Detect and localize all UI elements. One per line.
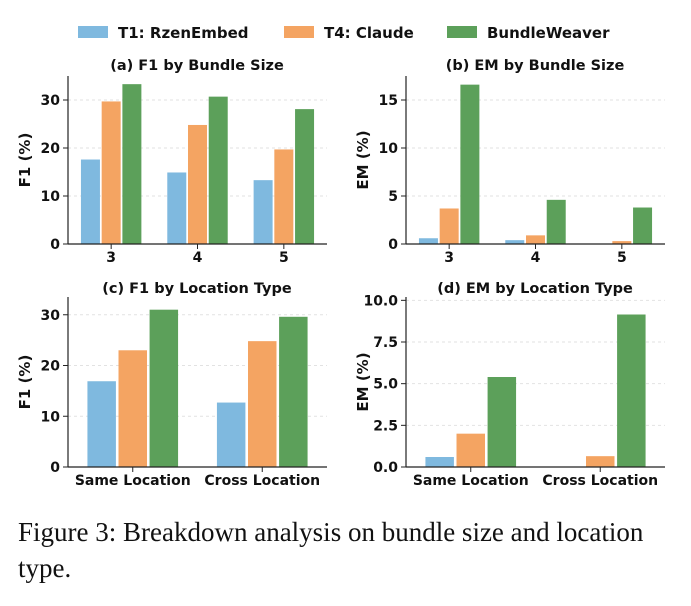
y-tick-label: 0.0 bbox=[373, 460, 398, 476]
bar-b-2-3 bbox=[546, 199, 566, 244]
legend-swatch-3 bbox=[447, 26, 477, 38]
panel-title-d: (d) EM by Location Type bbox=[437, 281, 633, 297]
legend: T1: RzenEmbed T4: Claude BundleWeaver bbox=[78, 24, 610, 42]
x-tick-label: 4 bbox=[531, 250, 541, 266]
y-tick-label: 10 bbox=[41, 189, 61, 205]
y-tick-label: 10 bbox=[41, 409, 61, 425]
x-tick-label: 5 bbox=[279, 250, 289, 266]
x-tick-label: 4 bbox=[193, 250, 203, 266]
bar-a-2-1 bbox=[167, 172, 187, 244]
bar-a-2-3 bbox=[208, 96, 228, 244]
panel-title-a: (a) F1 by Bundle Size bbox=[110, 58, 284, 74]
panel-title-b: (b) EM by Bundle Size bbox=[446, 58, 625, 74]
x-tick-label: 5 bbox=[617, 250, 627, 266]
bar-a-1-1 bbox=[80, 159, 100, 244]
bar-b-1-2 bbox=[439, 208, 459, 244]
y-tick-label: 0 bbox=[388, 237, 398, 253]
y-tick-label: 5 bbox=[388, 189, 398, 205]
y-tick-label: 20 bbox=[41, 141, 61, 157]
y-tick-label: 10 bbox=[379, 141, 399, 157]
y-tick-label: 5.0 bbox=[373, 377, 398, 393]
legend-label-2: T4: Claude bbox=[324, 24, 414, 42]
bar-c-2-2 bbox=[248, 341, 277, 467]
bar-c-1-1 bbox=[87, 381, 116, 467]
bar-b-3-2 bbox=[612, 241, 632, 244]
y-tick-label: 2.5 bbox=[373, 418, 398, 434]
panel-title-c: (c) F1 by Location Type bbox=[102, 281, 292, 297]
bar-a-1-2 bbox=[101, 101, 121, 244]
y-tick-label: 30 bbox=[41, 308, 61, 324]
y-tick-label: 0 bbox=[50, 460, 60, 476]
bar-d-1-1 bbox=[425, 457, 454, 467]
bar-b-3-3 bbox=[633, 207, 653, 244]
x-tick-label: Same Location bbox=[75, 473, 191, 489]
legend-swatch-1 bbox=[78, 26, 108, 38]
y-tick-label: 7.5 bbox=[373, 335, 398, 351]
bar-b-1-3 bbox=[460, 84, 480, 244]
bar-a-3-2 bbox=[274, 149, 294, 244]
bar-d-1-3 bbox=[487, 377, 517, 467]
legend-swatch-2 bbox=[284, 26, 314, 38]
legend-label-1: T1: RzenEmbed bbox=[118, 24, 249, 42]
y-tick-label: 20 bbox=[41, 359, 61, 375]
x-tick-label: 3 bbox=[106, 250, 116, 266]
y-tick-label: 15 bbox=[379, 93, 398, 109]
bar-d-1-2 bbox=[456, 433, 485, 467]
x-tick-label: Same Location bbox=[413, 473, 529, 489]
bar-b-2-1 bbox=[505, 240, 525, 244]
legend-label-3: BundleWeaver bbox=[487, 24, 610, 42]
y-axis-label-b: EM (%) bbox=[354, 130, 372, 189]
x-tick-label: 3 bbox=[444, 250, 454, 266]
y-tick-label: 30 bbox=[41, 93, 61, 109]
bar-c-1-2 bbox=[118, 350, 147, 467]
bar-c-1-3 bbox=[149, 309, 179, 467]
panel-c: 0 10 20 30 Same Location Cross Location (c) F1… bbox=[16, 281, 327, 489]
x-tick-label: Cross Location bbox=[204, 473, 320, 489]
bar-c-2-1 bbox=[216, 402, 246, 467]
panel-a: 0 10 20 30 3 4 5 (a) F1 by Bundle Size F1 (%) bbox=[16, 58, 327, 266]
y-axis-label-a: F1 (%) bbox=[16, 133, 34, 188]
y-axis-label-c: F1 (%) bbox=[16, 355, 34, 410]
bar-a-2-2 bbox=[188, 124, 207, 244]
bar-b-1-1 bbox=[418, 238, 438, 244]
panel-d: 0.0 2.5 5.0 7.5 10.0 Same Location Cross Locat… bbox=[354, 281, 665, 489]
y-tick-label: 0 bbox=[50, 237, 60, 253]
bar-d-2-2 bbox=[586, 456, 615, 467]
x-tick-label: Cross Location bbox=[542, 473, 658, 489]
bar-a-1-3 bbox=[122, 84, 142, 244]
panel-b: 0 5 10 15 3 4 5 (b) EM by Bundle Size EM (%) bbox=[354, 58, 665, 266]
figure-caption: Figure 3: Breakdown analysis on bundle s… bbox=[18, 517, 644, 583]
bar-c-2-3 bbox=[279, 316, 308, 467]
bar-b-2-2 bbox=[526, 235, 545, 244]
bar-a-3-3 bbox=[295, 109, 315, 245]
y-tick-label: 10.0 bbox=[363, 293, 398, 309]
y-axis-label-d: EM (%) bbox=[354, 352, 372, 411]
bar-a-3-1 bbox=[253, 180, 273, 244]
bar-d-2-3 bbox=[617, 314, 646, 467]
